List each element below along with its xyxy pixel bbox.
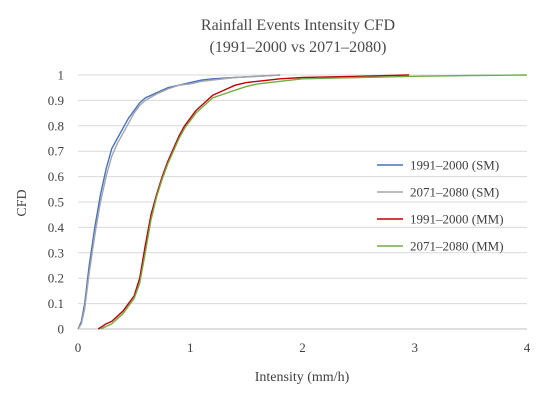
series-line-0 [77, 74, 281, 330]
y-tick-label: 0.9 [48, 93, 64, 108]
y-tick-label: 0.7 [48, 144, 65, 159]
y-tick-label: 0.4 [48, 220, 65, 235]
x-tick-label: 4 [524, 340, 531, 355]
series-lines [77, 74, 528, 330]
x-tick-label: 1 [187, 340, 194, 355]
gridlines [78, 74, 527, 305]
y-tick-label: 0.1 [48, 296, 64, 311]
series-line-3 [100, 74, 528, 330]
legend-label-3: 2071–2080 (MM) [410, 239, 504, 254]
x-tick-label: 3 [412, 340, 419, 355]
legend-label-0: 1991–2000 (SM) [410, 158, 499, 173]
y-axis-title: CFD [15, 189, 30, 216]
x-tick-label: 2 [299, 340, 306, 355]
y-tick-label: 0.3 [48, 245, 64, 260]
chart-subtitle: (1991–2000 vs 2071–2080) [210, 39, 387, 56]
y-tick-label: 0.2 [48, 271, 64, 286]
y-tick-label: 0 [58, 322, 65, 337]
legend: 1991–2000 (SM) 2071–2080 (SM) 1991–2000 (M… [377, 158, 504, 254]
series-line-1 [77, 74, 281, 330]
chart-title: Rainfall Events Intensity CFD [201, 17, 395, 34]
series-line-2 [97, 74, 410, 330]
legend-label-2: 1991–2000 (MM) [410, 212, 504, 227]
x-tick-label: 0 [75, 340, 82, 355]
y-tick-label: 1 [58, 68, 65, 83]
tick-labels: 0 0.1 0.2 0.3 0.4 0.5 0.6 0.7 0.8 0.9 1 0 1 2 3 4 [48, 68, 531, 356]
legend-label-1: 2071–2080 (SM) [410, 185, 499, 200]
y-tick-label: 0.6 [48, 169, 65, 184]
y-tick-label: 0.8 [48, 118, 64, 133]
y-tick-label: 0.5 [48, 195, 64, 210]
x-axis-title: Intensity (mm/h) [255, 370, 350, 385]
